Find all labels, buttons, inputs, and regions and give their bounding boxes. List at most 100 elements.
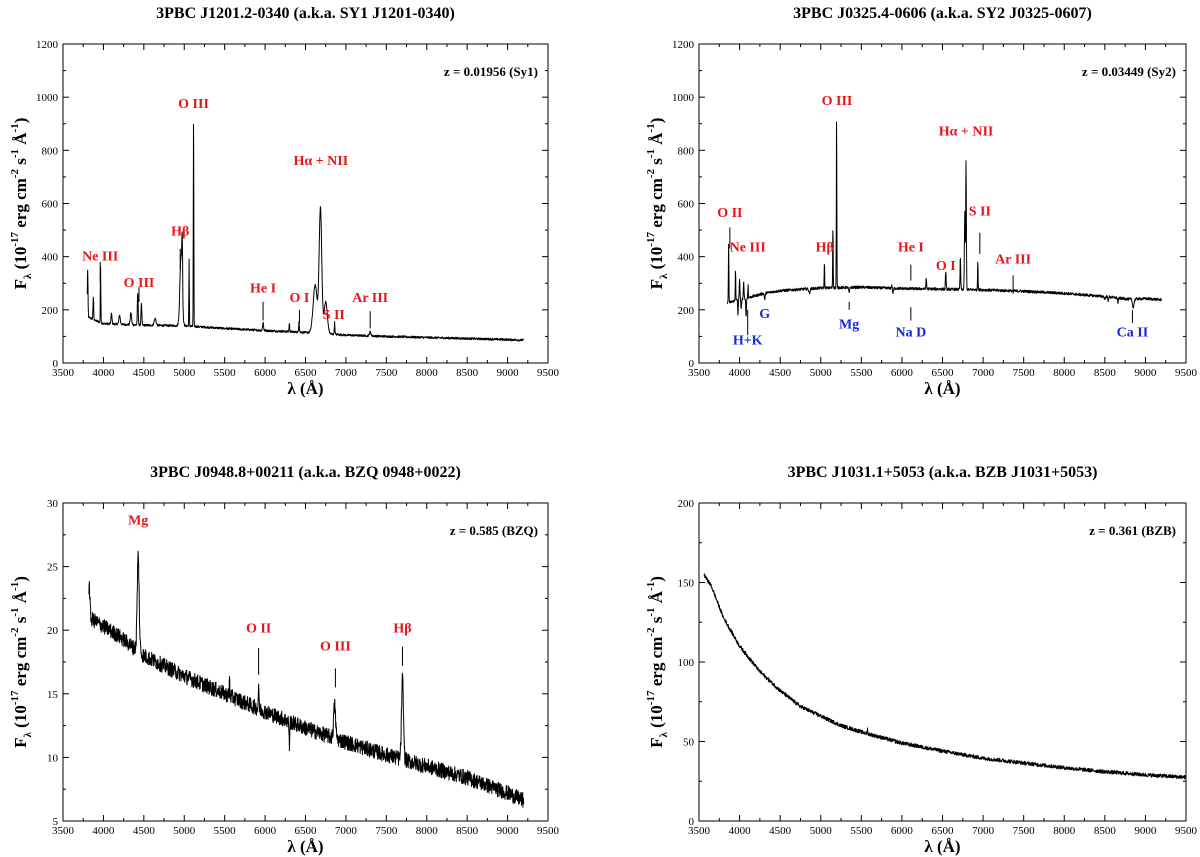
y-tick-label: 0 — [53, 358, 59, 370]
x-tick-label: 5500 — [214, 367, 237, 379]
x-tick-label: 9500 — [1175, 825, 1198, 837]
y-tick-label: 0 — [689, 358, 695, 370]
y-tick-label: 800 — [678, 145, 695, 157]
x-tick-label: 3500 — [688, 367, 711, 379]
chart-panel-1: 3PBC J1201.2-0340 (a.k.a. SY1 J1201-0340… — [9, 5, 560, 398]
y-tick-label: 5 — [53, 816, 59, 828]
chart-title: 3PBC J1031.1+5053 (a.k.a. BZB J1031+5053… — [788, 464, 1098, 481]
x-tick-label: 3500 — [688, 825, 711, 837]
y-tick-label: 100 — [678, 657, 695, 669]
y-tick-label: 200 — [678, 305, 695, 317]
emission-line-label: O III — [320, 640, 351, 655]
x-tick-label: 8500 — [1094, 367, 1117, 379]
emission-line-label: Hα + NII — [939, 125, 994, 140]
x-axis-label: λ (Å) — [924, 379, 960, 398]
x-tick-label: 6500 — [295, 367, 318, 379]
y-tick-label: 600 — [678, 199, 695, 211]
redshift-annotation: z = 0.01956 (Sy1) — [444, 64, 538, 79]
x-tick-label: 4000 — [92, 825, 115, 837]
x-tick-label: 6000 — [254, 367, 277, 379]
x-tick-label: 6000 — [891, 825, 914, 837]
emission-line-label: O II — [246, 622, 271, 637]
y-tick-label: 600 — [42, 199, 59, 211]
emission-line-label: Mg — [128, 514, 148, 529]
chart-title: 3PBC J1201.2-0340 (a.k.a. SY1 J1201-0340… — [156, 5, 455, 22]
emission-line-label: Ne III — [82, 250, 118, 265]
x-tick-label: 7000 — [972, 825, 995, 837]
emission-line-label: Mg — [839, 317, 859, 332]
y-axis-label: Fλ (10-17 erg cm-2 s-1 Å-1) — [9, 118, 34, 290]
y-tick-label: 200 — [678, 498, 695, 510]
x-tick-label: 4500 — [769, 825, 792, 837]
emission-line-label: O II — [717, 206, 742, 221]
y-tick-label: 1000 — [36, 92, 59, 104]
x-tick-label: 3500 — [52, 367, 75, 379]
redshift-annotation: z = 0.361 (BZB) — [1089, 523, 1176, 538]
x-tick-label: 7000 — [335, 367, 358, 379]
x-tick-label: 8000 — [1053, 367, 1076, 379]
x-tick-label: 4500 — [769, 367, 792, 379]
x-tick-label: 7500 — [375, 825, 398, 837]
emission-line-label: Ne III — [730, 240, 766, 255]
emission-line-label: H+K — [733, 333, 763, 348]
emission-line-label: Hα + NII — [294, 154, 349, 169]
y-tick-label: 20 — [47, 625, 59, 637]
emission-line-label: O III — [822, 94, 853, 109]
x-tick-label: 7000 — [335, 825, 358, 837]
y-tick-label: 1000 — [672, 92, 695, 104]
emission-line-label: He I — [898, 240, 924, 255]
spectrum-line — [88, 550, 525, 808]
x-tick-label: 4000 — [729, 367, 752, 379]
x-tick-label: 8000 — [1053, 825, 1076, 837]
x-tick-label: 6000 — [891, 367, 914, 379]
y-tick-label: 15 — [47, 689, 59, 701]
x-tick-label: 4500 — [133, 825, 156, 837]
x-tick-label: 5500 — [850, 825, 873, 837]
x-tick-label: 6500 — [295, 825, 318, 837]
y-tick-label: 400 — [678, 252, 695, 264]
x-tick-label: 5000 — [173, 825, 196, 837]
emission-line-label: S II — [323, 308, 345, 323]
emission-line-label: Hβ — [816, 240, 834, 255]
x-axis-label: λ (Å) — [287, 379, 323, 398]
emission-line-label: Hβ — [171, 224, 189, 239]
x-tick-label: 6500 — [932, 825, 955, 837]
spectrum-line — [726, 121, 1162, 317]
x-tick-label: 9000 — [1134, 367, 1157, 379]
y-tick-label: 400 — [42, 252, 59, 264]
chart-title: 3PBC J0948.8+00211 (a.k.a. BZQ 0948+0022… — [150, 464, 461, 481]
chart-panel-2: 3PBC J0325.4-0606 (a.k.a. SY2 J0325-0607… — [645, 5, 1198, 398]
chart-panel-4: 3PBC J1031.1+5053 (a.k.a. BZB J1031+5053… — [645, 464, 1198, 856]
x-tick-label: 9500 — [1175, 367, 1198, 379]
y-tick-label: 30 — [47, 498, 59, 510]
y-tick-label: 1200 — [36, 39, 59, 51]
x-tick-label: 8500 — [456, 825, 479, 837]
y-tick-label: 50 — [683, 737, 695, 749]
y-tick-label: 200 — [42, 305, 59, 317]
emission-line-label: O I — [936, 259, 956, 274]
x-tick-label: 4500 — [133, 367, 156, 379]
x-tick-label: 9500 — [537, 367, 560, 379]
plot-frame — [698, 43, 1187, 364]
spectrum-line — [86, 123, 525, 342]
x-tick-label: 7500 — [1013, 367, 1036, 379]
x-tick-label: 8000 — [416, 825, 439, 837]
chart-title: 3PBC J0325.4-0606 (a.k.a. SY2 J0325-0607… — [793, 5, 1092, 22]
x-tick-label: 8500 — [1094, 825, 1117, 837]
x-tick-label: 9000 — [497, 367, 520, 379]
y-axis-label: Fλ (10-17 erg cm-2 s-1 Å-1) — [645, 118, 670, 290]
redshift-annotation: z = 0.585 (BZQ) — [450, 523, 538, 538]
redshift-annotation: z = 0.03449 (Sy2) — [1082, 64, 1176, 79]
emission-line-label: He I — [250, 282, 276, 297]
y-axis-label: Fλ (10-17 erg cm-2 s-1 Å-1) — [645, 576, 670, 748]
x-tick-label: 9000 — [497, 825, 520, 837]
y-tick-label: 150 — [678, 578, 695, 590]
x-tick-label: 5000 — [810, 825, 833, 837]
emission-line-label: O III — [178, 97, 209, 112]
emission-line-label: Na D — [895, 325, 926, 340]
x-tick-label: 7500 — [1013, 825, 1036, 837]
emission-line-label: Hβ — [393, 622, 411, 637]
y-axis-label: Fλ (10-17 erg cm-2 s-1 Å-1) — [9, 576, 34, 748]
x-axis-label: λ (Å) — [924, 837, 960, 856]
plot-frame — [62, 43, 549, 364]
